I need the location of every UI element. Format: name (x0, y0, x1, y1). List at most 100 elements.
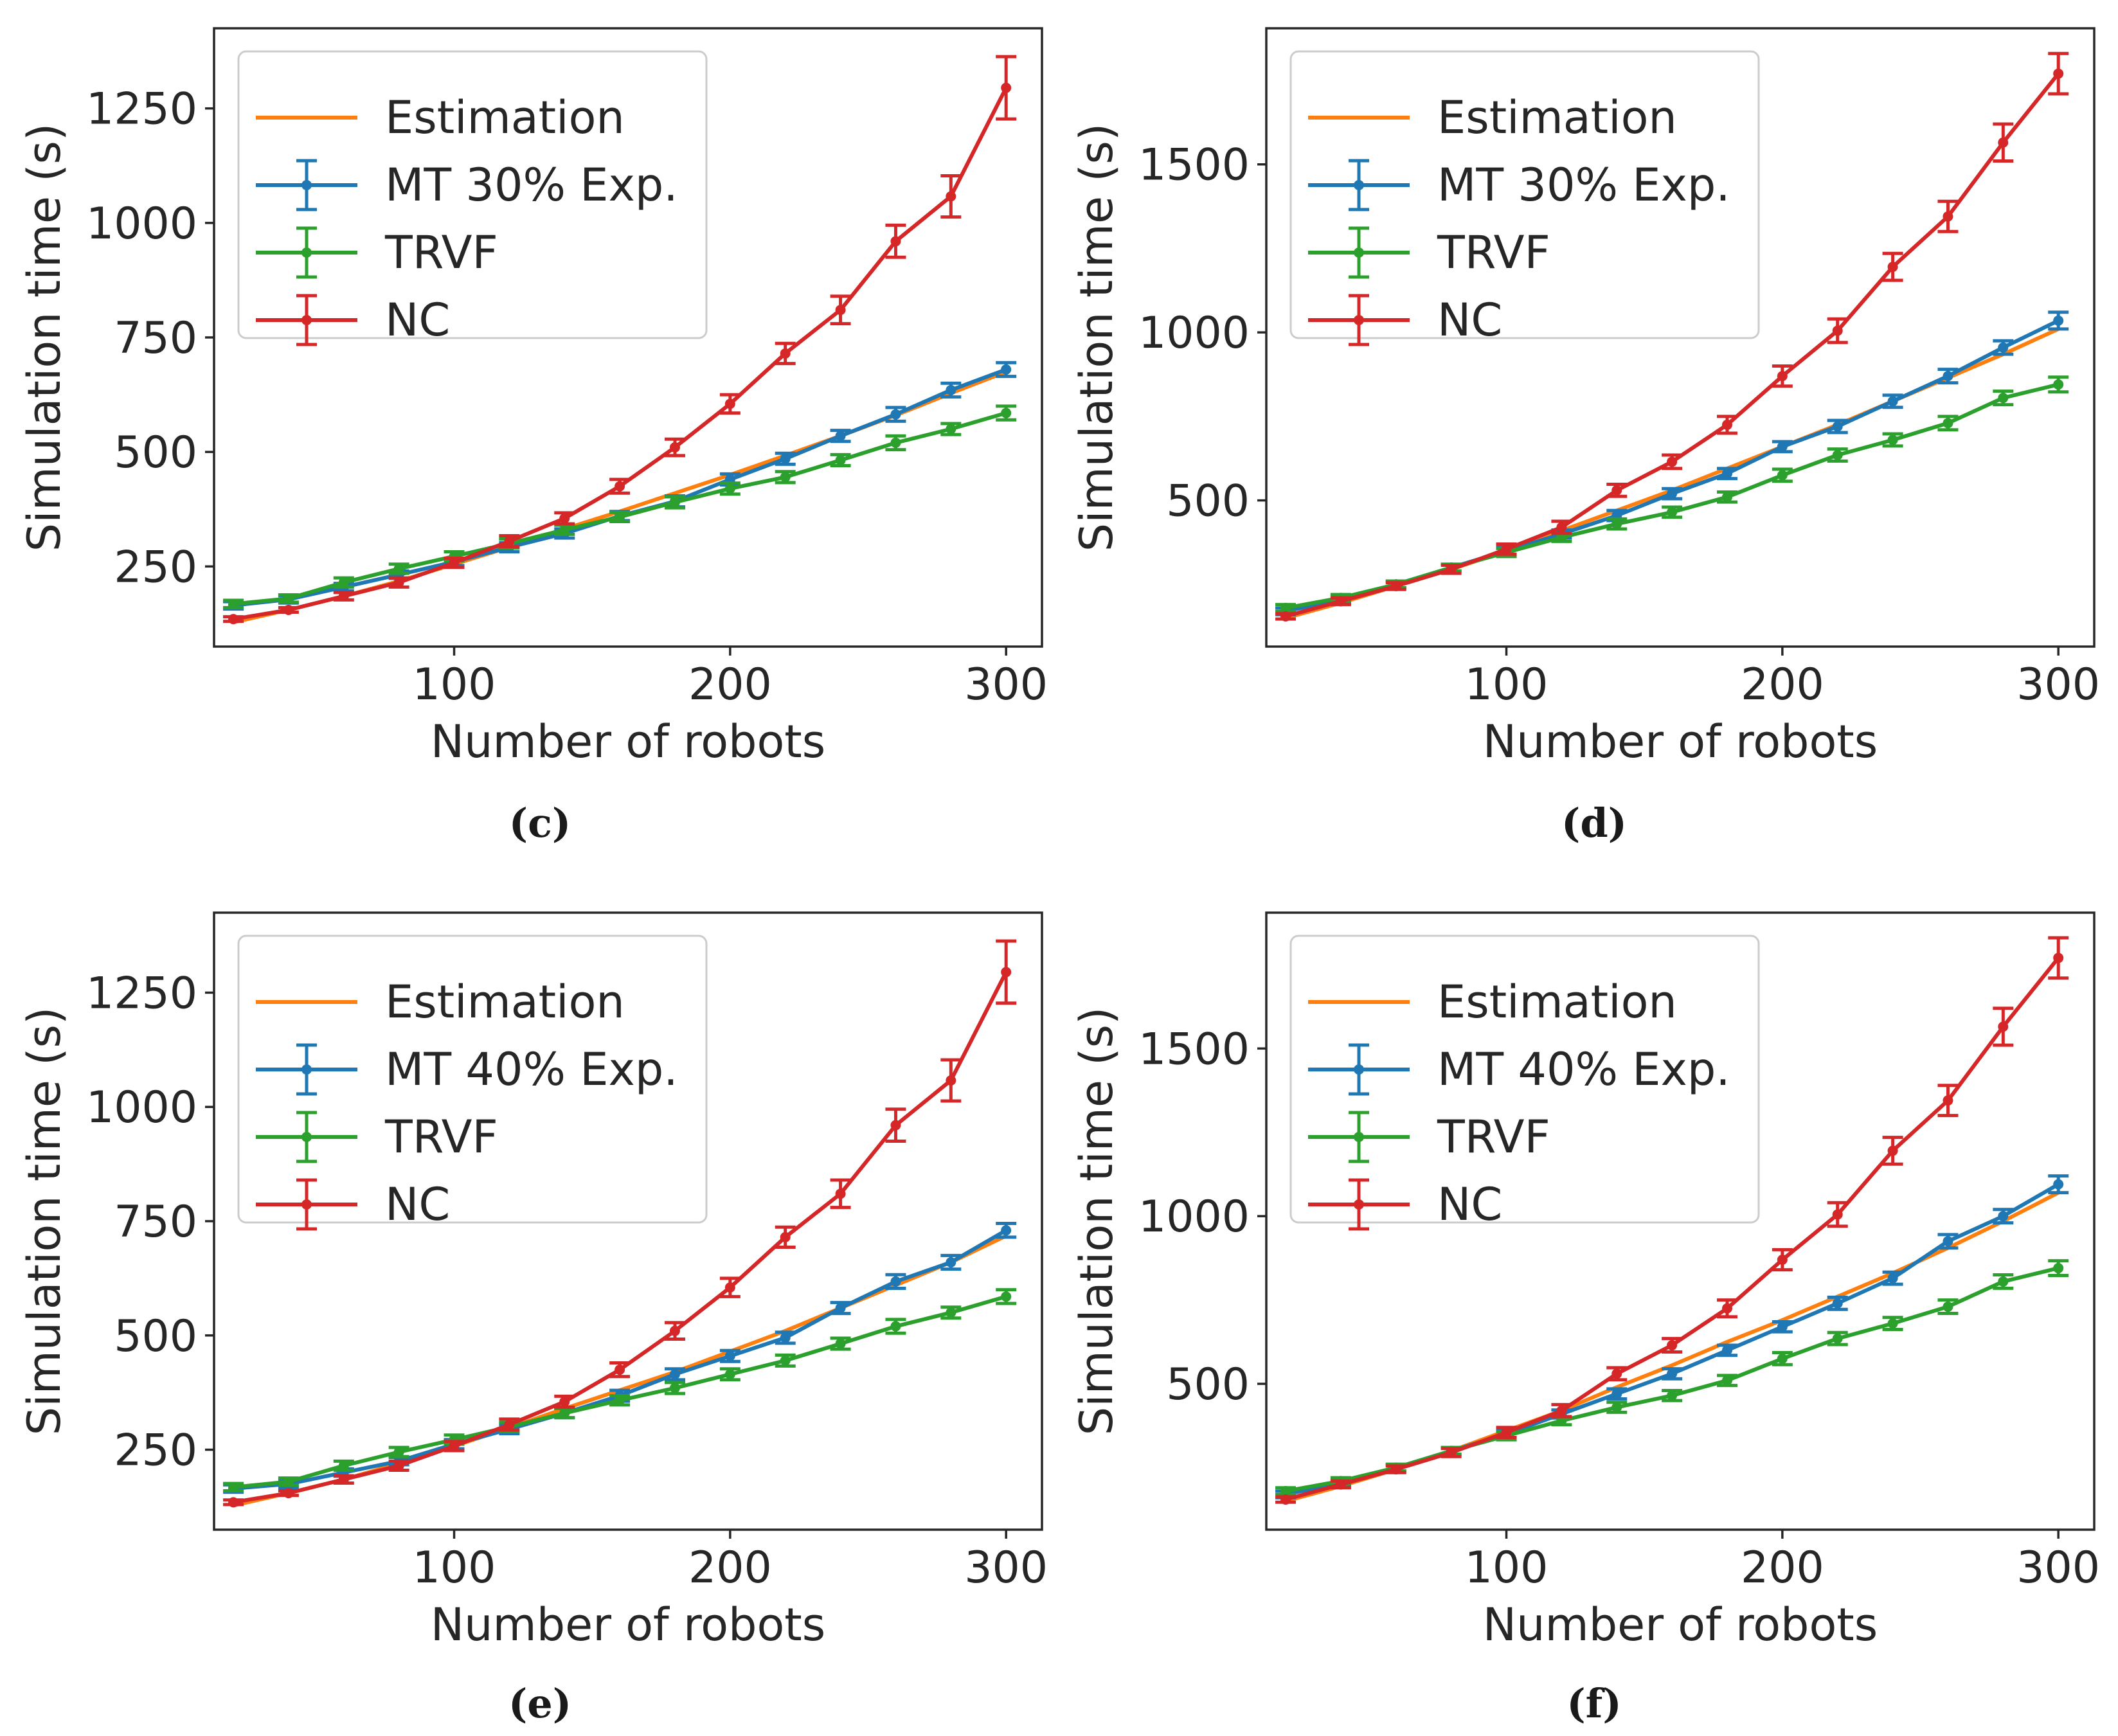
data-point (1501, 1427, 1512, 1438)
data-point (1446, 1447, 1457, 1458)
data-point (1611, 1368, 1622, 1379)
panel-caption: (e) (508, 1680, 571, 1727)
data-point (1001, 1225, 1012, 1236)
data-point (1887, 262, 1898, 273)
x-axis-label: Number of robots (1483, 715, 1878, 768)
y-tick-label: 500 (114, 427, 197, 478)
data-point (1887, 1318, 1898, 1329)
data-point (1998, 1276, 2009, 1287)
data-point (615, 1365, 625, 1375)
data-point (1001, 1291, 1012, 1302)
data-point (890, 1276, 901, 1287)
data-point (1611, 1388, 1622, 1399)
series-group (1275, 51, 2069, 622)
y-tick-label: 1500 (1138, 140, 1250, 191)
x-tick-label: 200 (1741, 659, 1824, 710)
data-point (1001, 82, 1012, 93)
legend-box (1289, 50, 1760, 339)
legend-label: MT 40% Exp. (385, 1043, 678, 1096)
x-tick-label: 300 (2016, 659, 2100, 710)
data-point (890, 409, 901, 420)
data-point (1721, 492, 1732, 503)
legend-marker (301, 180, 312, 190)
chart-panel-d: 100 200 300 500 1000 1500 Number of robots Simu… (1070, 27, 2100, 846)
legend-marker (1354, 180, 1364, 190)
series-mt (223, 1222, 1017, 1494)
data-point (780, 348, 791, 359)
legend-label: Estimation (1437, 91, 1677, 144)
data-point (1667, 506, 1678, 517)
legend-label: NC (385, 294, 450, 346)
data-point (228, 598, 239, 609)
data-point (283, 604, 294, 615)
data-point (228, 1497, 239, 1508)
data-point (1721, 419, 1732, 430)
legend-marker (301, 1132, 312, 1142)
data-point (1721, 1303, 1732, 1314)
data-point (1446, 564, 1457, 575)
data-point (1887, 1273, 1898, 1284)
y-tick-label: 1250 (86, 968, 197, 1019)
legend-marker (1354, 1199, 1364, 1210)
data-point (1280, 1494, 1291, 1505)
legend-label: NC (385, 1178, 450, 1231)
data-point (1943, 418, 1953, 429)
data-point (1001, 967, 1012, 978)
data-point (835, 1188, 846, 1199)
data-point (1998, 393, 2009, 404)
legend-label: MT 30% Exp. (385, 159, 678, 211)
legend: Estimation MT 30% Exp. TRVF NC (237, 50, 708, 346)
data-point (1390, 1464, 1401, 1475)
data-point (1943, 1302, 1953, 1312)
legend-marker (1354, 1132, 1364, 1142)
data-point (780, 1231, 791, 1242)
legend-label: Estimation (385, 91, 625, 144)
legend-marker (301, 247, 312, 258)
data-point (780, 1355, 791, 1366)
data-point (946, 384, 956, 395)
data-point (780, 453, 791, 464)
data-point (1998, 137, 2009, 148)
data-point (2053, 68, 2064, 79)
data-point (615, 481, 625, 492)
data-point (835, 305, 846, 316)
data-point (946, 424, 956, 434)
data-point (946, 191, 956, 202)
y-tick-label: 1500 (1138, 1024, 1250, 1075)
data-point (1667, 456, 1678, 467)
data-point (1998, 1211, 2009, 1222)
x-axis-label: Number of robots (431, 1598, 825, 1651)
data-point (669, 1383, 680, 1393)
data-point (1556, 1405, 1567, 1416)
data-point (1777, 441, 1788, 452)
data-point (1280, 602, 1291, 613)
data-point (946, 1257, 956, 1267)
data-point (1611, 485, 1622, 496)
data-point (1887, 396, 1898, 407)
data-point (1777, 1353, 1788, 1364)
data-point (1721, 1375, 1732, 1386)
data-point (393, 563, 404, 574)
legend-box (237, 50, 708, 339)
data-point (393, 577, 404, 588)
data-point (1832, 449, 1843, 460)
data-point (669, 497, 680, 508)
series-line (233, 1228, 1007, 1490)
data-point (283, 593, 294, 604)
data-point (1611, 519, 1622, 530)
data-point (283, 1476, 294, 1487)
data-point (890, 1120, 901, 1131)
x-tick-label: 300 (964, 659, 1048, 710)
series-line (233, 411, 1007, 606)
legend-label: Estimation (385, 976, 625, 1028)
legend: Estimation MT 30% Exp. TRVF NC (1289, 50, 1760, 346)
x-tick-label: 300 (964, 1543, 1048, 1593)
series-group (1275, 936, 2069, 1505)
data-point (2053, 315, 2064, 326)
data-point (504, 1419, 515, 1430)
legend-label: Estimation (1437, 976, 1677, 1028)
x-tick-label: 200 (688, 659, 772, 710)
data-point (669, 442, 680, 453)
data-point (946, 1307, 956, 1318)
x-tick-label: 300 (2016, 1543, 2100, 1593)
